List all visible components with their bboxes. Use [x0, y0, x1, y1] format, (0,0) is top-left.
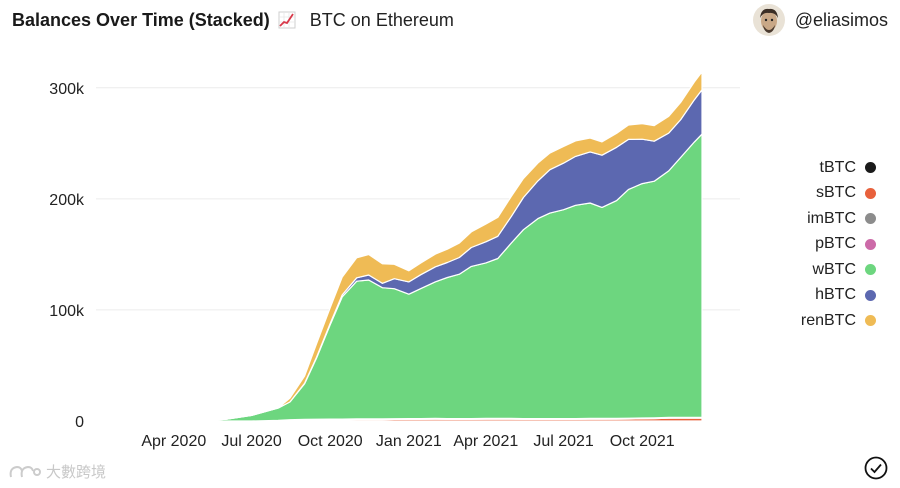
avatar-icon[interactable] — [752, 4, 785, 36]
legend-item-wBTC[interactable]: wBTC — [801, 257, 876, 283]
chart-header: Balances Over Time (Stacked) BTC on Ethe… — [12, 8, 454, 32]
x-tick-label: Oct 2020 — [298, 433, 363, 450]
watermark-text: 大數跨境 — [46, 464, 107, 481]
legend-dot — [865, 264, 876, 276]
areas — [121, 71, 703, 422]
x-tick-label: Apr 2020 — [141, 433, 206, 450]
user-badge[interactable]: @eliasimos — [752, 4, 888, 36]
legend-dot — [865, 289, 876, 301]
x-tick-label: Jul 2021 — [533, 433, 594, 450]
user-handle[interactable]: @eliasimos — [794, 9, 888, 30]
legend-dot — [865, 238, 876, 250]
legend-item-sBTC[interactable]: sBTC — [801, 181, 876, 207]
y-tick-label: 300k — [49, 81, 85, 98]
legend-label: renBTC — [800, 311, 856, 329]
chart-increasing-icon — [278, 11, 296, 29]
legend-label: sBTC — [816, 184, 856, 202]
legend-dot — [865, 213, 876, 225]
axes: 0 100k 200k 300k Apr 2020 Jul 2020 Oct 2020 Jan… — [49, 81, 674, 450]
legend-item-tBTC[interactable]: tBTC — [801, 155, 876, 181]
chart-title: Balances Over Time (Stacked) — [12, 9, 270, 30]
y-tick-label: 0 — [75, 414, 84, 431]
y-tick-label: 200k — [49, 192, 85, 209]
chart-subtitle: BTC on Ethereum — [309, 9, 454, 30]
legend-label: hBTC — [815, 286, 856, 304]
legend-dot — [865, 187, 876, 199]
legend-dot — [865, 162, 876, 174]
area-renBTC[interactable] — [121, 71, 703, 422]
checkmark-circle-icon[interactable] — [864, 456, 888, 480]
x-tick-label: Jan 2021 — [376, 433, 442, 450]
watermark: 大數跨境 — [8, 461, 106, 482]
legend-label: pBTC — [815, 235, 856, 253]
legend-item-imBTC[interactable]: imBTC — [801, 206, 876, 232]
legend-item-hBTC[interactable]: hBTC — [801, 283, 876, 309]
legend-item-pBTC[interactable]: pBTC — [801, 232, 876, 258]
watermark-logo-icon — [9, 465, 41, 477]
legend-label: imBTC — [807, 209, 856, 227]
y-tick-label: 100k — [49, 303, 85, 320]
legend-dot — [865, 315, 876, 327]
chart-legend: tBTC sBTC imBTC pBTC wBTC hBTC renBTC — [801, 155, 876, 334]
legend-item-renBTC[interactable]: renBTC — [801, 308, 876, 334]
x-tick-label: Oct 2021 — [610, 433, 675, 450]
x-tick-label: Jul 2020 — [221, 433, 282, 450]
legend-label: wBTC — [812, 260, 856, 278]
x-tick-label: Apr 2021 — [453, 433, 518, 450]
legend-label: tBTC — [819, 158, 856, 176]
